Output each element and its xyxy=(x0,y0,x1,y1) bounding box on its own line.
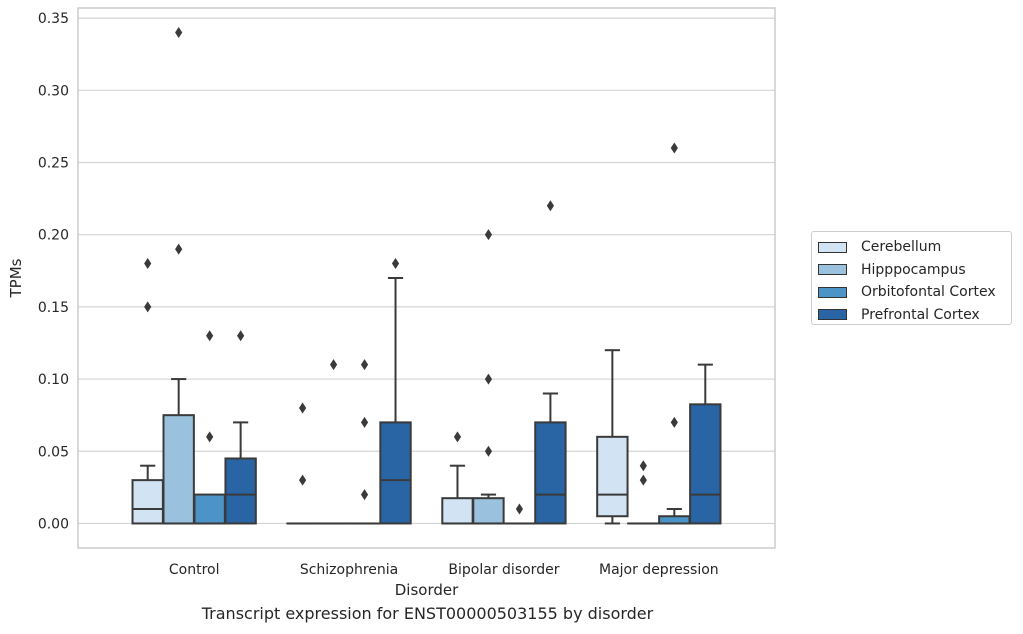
box xyxy=(224,457,257,525)
outlier-point xyxy=(484,229,493,241)
box xyxy=(162,414,195,525)
box xyxy=(379,421,412,525)
y-tick-label: 0.35 xyxy=(38,11,69,27)
legend-swatch xyxy=(818,264,847,276)
outlier-point xyxy=(670,142,678,154)
box xyxy=(658,515,691,525)
box xyxy=(193,493,226,525)
legend-label: Cerebellum xyxy=(861,239,942,256)
outlier-point xyxy=(484,445,493,457)
x-tick-label: Major depression xyxy=(599,562,719,578)
outlier-point xyxy=(639,460,647,472)
outlier-point xyxy=(360,416,369,428)
chart-caption: Transcript expression for ENST0000050315… xyxy=(201,604,654,623)
y-tick-labels: 0.00 0.05 0.10 0.15 0.20 0.25 0.30 0.35 xyxy=(38,11,69,532)
box xyxy=(441,497,474,525)
legend-label: Prefrontal Cortex xyxy=(861,306,980,323)
box xyxy=(689,403,722,525)
outlier-point xyxy=(298,402,307,414)
legend-swatch xyxy=(818,309,847,321)
legend-label: Hipppocampus xyxy=(861,261,966,278)
outlier-point xyxy=(329,359,338,371)
legend-label: Orbitofontal Cortex xyxy=(861,284,996,301)
outlier-point xyxy=(360,489,369,501)
box xyxy=(131,479,164,525)
outlier-point xyxy=(175,243,183,255)
outlier-point xyxy=(144,301,152,313)
legend-swatch xyxy=(818,286,847,298)
outlier-point xyxy=(515,503,524,515)
legend-item: Cerebellum xyxy=(818,236,1011,259)
y-tick-label: 0.00 xyxy=(38,516,69,532)
outlier-point xyxy=(144,258,152,270)
x-axis-label: Disorder xyxy=(395,581,459,599)
y-tick-label: 0.30 xyxy=(38,83,69,99)
y-tick-label: 0.05 xyxy=(38,444,69,460)
x-tick-label: Bipolar disorder xyxy=(448,562,559,578)
y-tick-label: 0.10 xyxy=(38,372,69,388)
outlier-point xyxy=(206,330,214,342)
plot-frame xyxy=(77,7,776,549)
x-tick-labels: Control Schizophrenia Bipolar disorder Majo… xyxy=(169,562,719,578)
x-tick-label: Schizophrenia xyxy=(300,562,398,578)
legend-item: Prefrontal Cortex xyxy=(818,304,1011,327)
outlier-point xyxy=(391,258,400,270)
outlier-point xyxy=(237,330,245,342)
y-axis-label: TPMs xyxy=(7,258,25,298)
y-tick-label: 0.25 xyxy=(38,155,69,171)
outlier-point xyxy=(206,431,214,443)
legend-item: Orbitofontal Cortex xyxy=(818,281,1011,304)
y-tick-label: 0.15 xyxy=(38,300,69,316)
box xyxy=(596,435,629,518)
box xyxy=(472,497,505,525)
y-tick-label: 0.20 xyxy=(38,228,69,244)
outlier-point xyxy=(175,27,183,39)
outlier-point xyxy=(360,359,369,371)
outlier-point xyxy=(484,373,493,385)
legend: Cerebellum Hipppocampus Orbitofontal Corte… xyxy=(811,231,1012,325)
outlier-point xyxy=(670,416,678,428)
x-tick-label: Control xyxy=(169,562,220,578)
boxes xyxy=(131,27,722,525)
outlier-point xyxy=(639,474,647,486)
legend-swatch xyxy=(818,241,847,253)
outlier-point xyxy=(453,431,462,443)
box xyxy=(534,421,567,525)
outlier-point xyxy=(298,474,307,486)
legend-item: Hipppocampus xyxy=(818,259,1011,282)
outlier-point xyxy=(546,200,555,212)
